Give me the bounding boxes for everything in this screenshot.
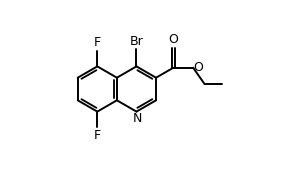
Text: N: N <box>133 112 142 125</box>
Text: Br: Br <box>130 35 143 48</box>
Text: O: O <box>194 61 203 74</box>
Text: O: O <box>168 33 178 46</box>
Text: F: F <box>94 129 101 142</box>
Text: F: F <box>94 36 101 49</box>
